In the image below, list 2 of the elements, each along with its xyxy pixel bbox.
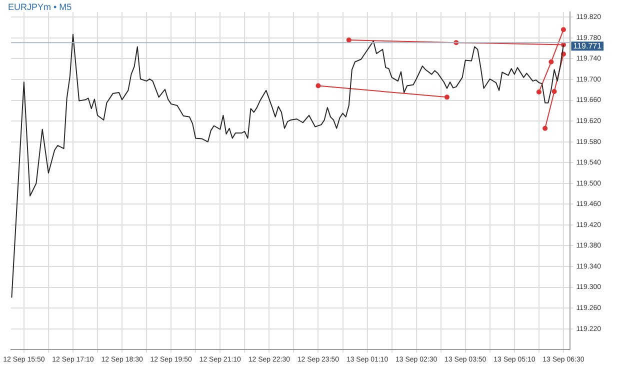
- ref-line-label: 119.771: [573, 41, 602, 50]
- chart-title: EURJPYm • M5: [8, 2, 72, 12]
